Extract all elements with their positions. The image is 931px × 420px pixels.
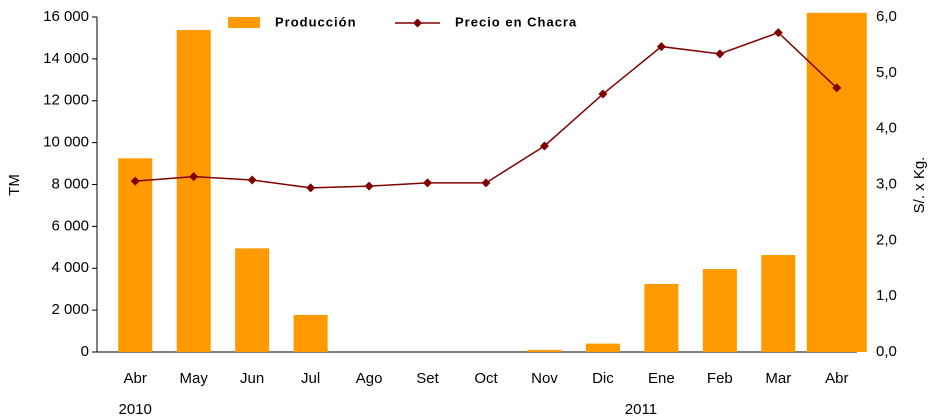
price-marker [656, 42, 666, 52]
y-tick-label: 8 000 [51, 175, 89, 192]
y2-tick-label: 1,0 [876, 287, 897, 304]
bar [761, 255, 796, 352]
y-tick-label: 4 000 [51, 259, 89, 276]
legend-label: Precio en Chacra [455, 14, 577, 29]
y-tick-label: 0 [81, 343, 89, 360]
y2-tick-label: 5,0 [876, 64, 897, 81]
x-tick-label: May [180, 370, 209, 387]
price-marker [598, 89, 608, 99]
price-marker [539, 141, 549, 151]
bar [702, 269, 737, 352]
price-marker [481, 178, 491, 188]
y2-tick-label: 6,0 [876, 8, 897, 25]
y-axis-title: TM [6, 174, 23, 196]
y2-axis-title: S/. x Kg. [911, 157, 928, 214]
legend-marker [413, 18, 422, 28]
x-tick-label: Mar [765, 370, 791, 387]
bar [806, 12, 867, 352]
price-marker [247, 175, 257, 185]
y2-tick-label: 3,0 [876, 175, 897, 192]
x-tick-label: Feb [707, 370, 733, 387]
legend-swatch [228, 17, 260, 28]
y-tick-label: 6 000 [51, 217, 89, 234]
price-marker [189, 172, 199, 182]
year-label: 2010 [119, 401, 152, 418]
y-tick-label: 16 000 [43, 8, 89, 25]
legend-label: Producción [275, 14, 357, 29]
bar [118, 158, 153, 352]
bar [293, 314, 328, 352]
bar [176, 29, 211, 352]
price-marker [832, 83, 842, 93]
x-tick-label: Abr [124, 370, 147, 387]
y-tick-label: 12 000 [43, 92, 89, 109]
price-marker [130, 176, 140, 186]
price-line [135, 31, 838, 189]
x-tick-label: Oct [474, 370, 498, 387]
year-label: 2011 [625, 401, 657, 418]
price-marker [715, 49, 725, 59]
y2-tick-label: 2,0 [876, 231, 897, 248]
x-tick-label: Jul [301, 370, 320, 387]
x-tick-label: Jun [240, 370, 264, 387]
bar [235, 248, 270, 352]
x-tick-label: Dic [592, 370, 614, 387]
y2-tick-label: 0,0 [876, 343, 897, 360]
y2-tick-label: 4,0 [876, 120, 897, 137]
x-tick-label: Ene [648, 370, 675, 387]
bar [644, 283, 679, 352]
price-marker [306, 183, 316, 193]
bar [585, 343, 620, 352]
price-marker [423, 178, 433, 188]
price-marker [773, 28, 783, 38]
y-tick-label: 10 000 [43, 134, 89, 151]
x-tick-label: Ago [356, 370, 383, 387]
x-tick-label: Set [416, 370, 439, 387]
y-tick-label: 14 000 [43, 50, 89, 67]
bar [527, 349, 562, 352]
y-tick-label: 2 000 [51, 301, 89, 318]
price-marker [364, 181, 374, 191]
x-tick-label: Abr [825, 370, 848, 387]
x-tick-label: Nov [531, 370, 558, 387]
